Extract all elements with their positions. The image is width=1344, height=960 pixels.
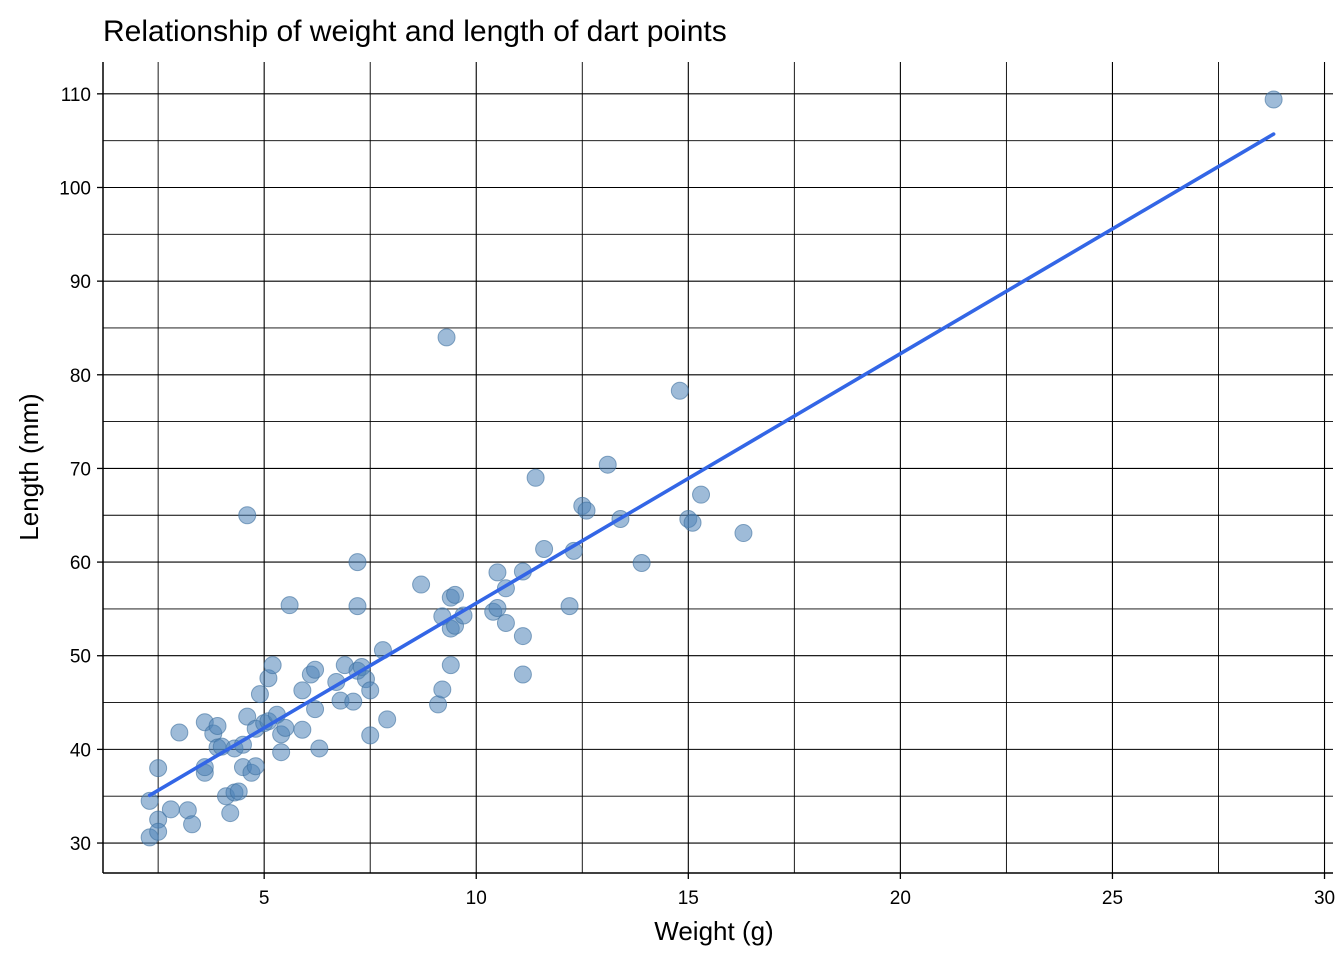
data-point — [263, 656, 282, 675]
x-tick-label: 30 — [1314, 888, 1335, 909]
x-axis-ticks: 5 10 15 20 25 30 — [259, 873, 1335, 909]
data-point — [598, 455, 617, 474]
y-axis-title: Length (mm) — [14, 393, 44, 540]
data-point — [246, 757, 265, 776]
axes — [102, 62, 1333, 874]
data-point — [310, 739, 329, 758]
data-point — [229, 782, 248, 801]
data-point — [488, 598, 507, 617]
data-point — [632, 554, 651, 573]
chart-title: Relationship of weight and length of dar… — [103, 15, 727, 48]
data-point — [683, 513, 702, 532]
data-point — [437, 328, 456, 347]
data-point — [221, 804, 240, 823]
data-point — [348, 597, 367, 616]
data-point — [183, 815, 202, 834]
data-point — [441, 656, 460, 675]
data-point — [306, 660, 325, 679]
data-point — [433, 680, 452, 699]
x-tick-label: 5 — [259, 888, 270, 909]
data-point — [496, 613, 515, 632]
data-point — [446, 585, 465, 604]
y-axis-ticks: 30 40 50 60 70 80 90 100 110 — [59, 85, 103, 855]
data-point — [293, 681, 312, 700]
data-point — [361, 681, 380, 700]
data-point — [429, 695, 448, 714]
data-point — [250, 685, 269, 704]
data-point — [170, 723, 189, 742]
data-point — [238, 506, 257, 525]
data-point — [412, 575, 431, 594]
y-tick-label: 80 — [70, 366, 91, 387]
y-tick-label: 70 — [70, 459, 91, 480]
y-tick-label: 110 — [61, 85, 91, 106]
x-tick-label: 15 — [678, 888, 699, 909]
data-point — [692, 485, 711, 504]
data-point — [535, 539, 554, 558]
data-point — [149, 822, 168, 841]
y-tick-label: 100 — [59, 178, 91, 199]
data-point — [361, 726, 380, 745]
data-point — [293, 720, 312, 739]
y-tick-label: 90 — [70, 272, 91, 293]
data-point — [208, 716, 227, 735]
data-point — [1264, 90, 1283, 109]
data-point — [306, 700, 325, 719]
x-axis-title: Weight (g) — [654, 916, 773, 946]
y-tick-label: 30 — [70, 834, 91, 855]
data-point — [161, 800, 180, 819]
y-tick-label: 40 — [70, 740, 91, 761]
data-point — [348, 553, 367, 572]
x-tick-label: 25 — [1102, 888, 1123, 909]
data-point — [378, 710, 397, 729]
data-point — [276, 718, 295, 737]
data-point — [488, 563, 507, 582]
data-point — [280, 596, 299, 615]
data-point — [734, 524, 753, 543]
data-point — [149, 759, 168, 778]
data-point — [344, 692, 363, 711]
y-tick-label: 50 — [70, 647, 91, 668]
data-point — [272, 743, 291, 762]
data-point — [513, 665, 532, 684]
grid — [103, 62, 1333, 873]
fit-line — [147, 132, 1276, 798]
x-tick-label: 10 — [466, 888, 487, 909]
x-tick-label: 20 — [890, 888, 911, 909]
data-point — [560, 597, 579, 616]
data-point — [140, 791, 159, 810]
data-point — [670, 381, 689, 400]
data-point — [526, 468, 545, 487]
data-point — [577, 501, 596, 520]
y-tick-label: 60 — [70, 553, 91, 574]
data-point — [513, 627, 532, 646]
data-points — [140, 90, 1283, 847]
